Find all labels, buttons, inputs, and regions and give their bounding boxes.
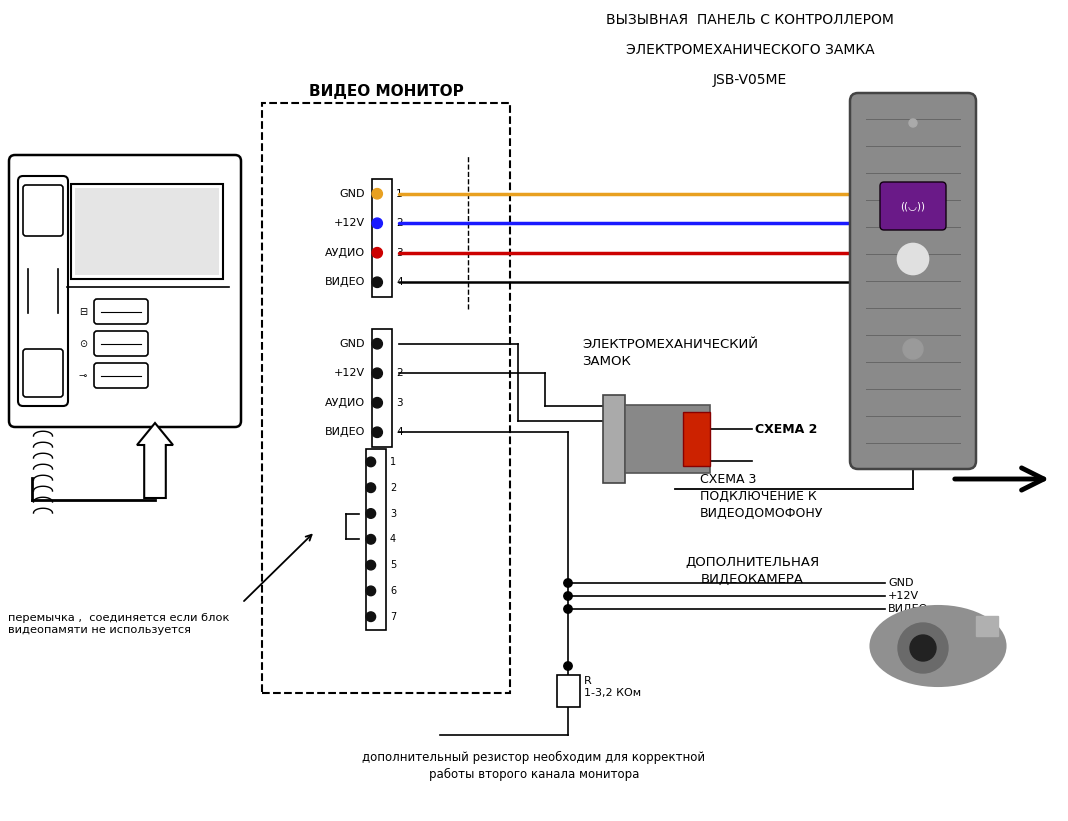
Text: 2: 2 [396,218,403,228]
FancyBboxPatch shape [94,363,148,388]
Circle shape [372,427,382,438]
Text: СХЕМА 3
ПОДКЛЮЧЕНИЕ К
ВИДЕОДОМОФОНУ: СХЕМА 3 ПОДКЛЮЧЕНИЕ К ВИДЕОДОМОФОНУ [700,473,823,520]
Bar [556,675,580,707]
Circle shape [372,218,382,228]
Circle shape [366,509,376,518]
Text: GND: GND [340,339,365,349]
Ellipse shape [870,606,1005,686]
Circle shape [372,397,382,408]
Text: БЕЛЫЙ: БЕЛЫЙ [862,276,906,289]
Text: перемычка ,  соединяется если блок
видеопамяти не используется: перемычка , соединяется если блок видеоп… [7,613,230,635]
Text: ЭЛЕКТРОМЕХАНИЧЕСКОГО ЗАМКА: ЭЛЕКТРОМЕХАНИЧЕСКОГО ЗАМКА [626,43,875,57]
Circle shape [366,483,376,493]
Text: дополнительный резистор необходим для корректной
работы второго канала монитора: дополнительный резистор необходим для ко… [362,751,706,782]
Circle shape [564,662,572,670]
Text: 1: 1 [396,189,403,199]
Circle shape [372,189,382,199]
Text: ⊙: ⊙ [79,339,88,349]
Bar [28,269,58,313]
Text: АУДИО: АУДИО [325,248,365,258]
Text: ⊸: ⊸ [79,371,88,381]
FancyBboxPatch shape [850,93,976,469]
FancyBboxPatch shape [23,185,63,236]
Text: ВИДЕО МОНИТОР: ВИДЕО МОНИТОР [309,84,464,99]
Text: СХЕМА 2: СХЕМА 2 [755,423,817,435]
Text: ⊟: ⊟ [79,307,88,317]
Polygon shape [137,423,173,498]
Text: 4: 4 [396,427,403,438]
Text: ВИДЕО: ВИДЕО [325,277,365,287]
Text: R
1-3,2 КОм: R 1-3,2 КОм [584,676,641,698]
Bar [372,329,392,447]
Text: GND: GND [888,578,913,588]
Text: ЖЕЛТЫЙ: ЖЕЛТЫЙ [862,187,917,200]
Text: ВИДЕО: ВИДЕО [888,604,928,614]
Circle shape [904,339,923,359]
Text: 2: 2 [390,483,396,493]
FancyBboxPatch shape [94,299,148,324]
Bar [372,179,392,297]
Circle shape [366,560,376,570]
Text: ВЫЗЫВНАЯ  ПАНЕЛЬ С КОНТРОЛЛЕРОМ: ВЫЗЫВНАЯ ПАНЕЛЬ С КОНТРОЛЛЕРОМ [606,13,894,27]
Text: JSB-V05ME: JSB-V05ME [712,73,787,87]
Text: 2: 2 [396,369,403,378]
Circle shape [372,248,382,258]
Text: 3: 3 [396,248,403,258]
Text: 7: 7 [390,612,396,621]
Circle shape [366,534,376,544]
Text: ЭЛЕКТРОМЕХАНИЧЕСКИЙ
ЗАМОК: ЭЛЕКТРОМЕХАНИЧЕСКИЙ ЗАМОК [582,338,758,368]
FancyBboxPatch shape [880,182,946,230]
Circle shape [909,119,917,127]
Text: 5: 5 [390,560,396,570]
Text: +12V: +12V [334,369,365,378]
Text: АУДИО: АУДИО [325,397,365,408]
FancyBboxPatch shape [9,155,241,427]
Circle shape [366,586,376,596]
Circle shape [564,592,572,600]
Bar [262,103,511,693]
Circle shape [366,457,376,466]
Bar [976,616,998,636]
Circle shape [366,612,376,621]
Circle shape [372,338,382,349]
Circle shape [564,605,572,613]
Bar [75,188,219,275]
Bar [684,412,710,466]
FancyBboxPatch shape [18,176,68,406]
Bar [603,395,625,483]
Text: GND: GND [340,189,365,199]
Text: 4: 4 [390,534,396,544]
Text: 4: 4 [396,277,403,287]
Circle shape [897,244,928,274]
Text: 3: 3 [390,508,396,519]
Text: ЧЁРНЫЙ: ЧЁРНЫЙ [862,217,912,230]
Circle shape [898,623,948,673]
Text: 1: 1 [390,457,396,467]
Bar [625,405,710,473]
FancyBboxPatch shape [94,331,148,356]
Circle shape [372,368,382,378]
Text: +12V: +12V [334,218,365,228]
Text: КРАСНЫЙ: КРАСНЫЙ [862,246,922,259]
Circle shape [564,579,572,587]
Bar [70,184,223,279]
Text: ДОПОЛНИТЕЛЬНАЯ
ВИДЕОКАМЕРА: ДОПОЛНИТЕЛЬНАЯ ВИДЕОКАМЕРА [685,556,819,586]
Circle shape [372,277,382,287]
FancyBboxPatch shape [23,349,63,397]
Bar [366,449,386,630]
Text: ВИДЕО: ВИДЕО [325,427,365,438]
Text: +12V: +12V [888,591,920,601]
Circle shape [910,635,936,661]
Text: 6: 6 [390,586,396,596]
Text: ((◡)): ((◡)) [900,201,926,211]
Text: 3: 3 [396,397,403,408]
